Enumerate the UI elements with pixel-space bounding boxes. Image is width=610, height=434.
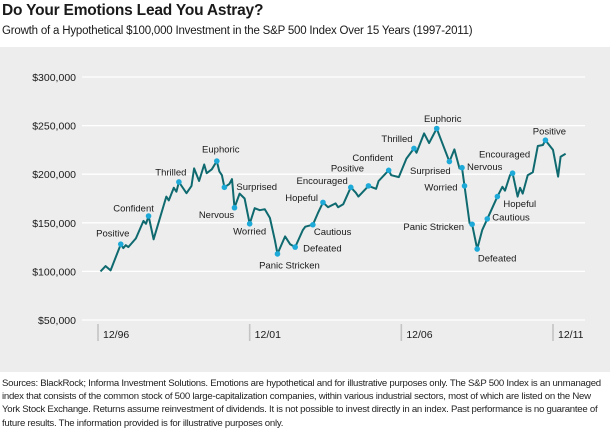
emotion-marker bbox=[145, 213, 152, 219]
emotion-label: Euphoric bbox=[424, 114, 462, 125]
emotion-label: Positive bbox=[331, 163, 364, 174]
x-tick-label: 12/11 bbox=[558, 329, 584, 341]
y-tick-label: $150,000 bbox=[32, 218, 76, 230]
emotion-label: Defeated bbox=[478, 254, 517, 265]
emotion-marker bbox=[292, 244, 298, 250]
chart-subtitle: Growth of a Hypothetical $100,000 Invest… bbox=[2, 25, 473, 37]
emotion-marker bbox=[274, 251, 281, 257]
emotion-label: Hopeful bbox=[503, 199, 536, 210]
emotion-marker bbox=[365, 183, 372, 189]
emotion-label: Nervous bbox=[199, 210, 235, 221]
emotion-label: Panic Stricken bbox=[259, 260, 320, 271]
x-tick-label: 12/01 bbox=[255, 329, 281, 341]
emotion-marker bbox=[221, 184, 228, 191]
emotion-marker bbox=[320, 199, 326, 206]
emotion-label: Worried bbox=[424, 182, 457, 193]
y-tick-label: $200,000 bbox=[32, 169, 76, 181]
emotion-marker bbox=[310, 221, 316, 228]
emotion-marker bbox=[459, 164, 465, 171]
emotion-label: Confident bbox=[113, 203, 154, 214]
y-tick-label: $50,000 bbox=[38, 315, 76, 327]
emotion-marker bbox=[461, 183, 468, 189]
emotion-label: Thrilled bbox=[155, 167, 186, 178]
emotion-label: Nervous bbox=[467, 162, 503, 173]
emotion-marker bbox=[117, 241, 124, 247]
emotion-label: Confident bbox=[352, 153, 393, 164]
emotion-label: Encouraged bbox=[479, 150, 530, 161]
emotion-marker bbox=[246, 220, 253, 227]
chart-panel bbox=[0, 47, 610, 372]
emotion-label: Positive bbox=[96, 229, 129, 240]
y-tick-label: $250,000 bbox=[32, 121, 76, 133]
emotion-marker bbox=[474, 246, 480, 252]
emotion-marker bbox=[214, 158, 220, 164]
emotion-label: Thrilled bbox=[381, 134, 412, 145]
emotion-marker bbox=[385, 167, 392, 174]
emotion-label: Panic Stricken bbox=[403, 222, 464, 233]
emotion-label: Positive bbox=[533, 127, 566, 138]
chart-title: Do Your Emotions Lead You Astray? bbox=[2, 2, 264, 19]
emotion-marker bbox=[484, 216, 491, 222]
emotion-label: Worried bbox=[233, 226, 266, 237]
emotion-marker bbox=[231, 204, 238, 211]
emotion-label: Surprised bbox=[410, 166, 451, 177]
emotion-label: Surprised bbox=[236, 182, 277, 193]
emotion-marker bbox=[509, 170, 516, 177]
emotion-label: Hopeful bbox=[285, 193, 318, 204]
emotion-label: Euphoric bbox=[202, 145, 240, 156]
source-notes: Sources: BlackRock; Informa Investment S… bbox=[2, 378, 601, 429]
emotion-label: Cautious bbox=[314, 227, 352, 238]
emotion-marker bbox=[542, 137, 549, 143]
emotion-marker bbox=[469, 221, 475, 228]
emotion-label: Encouraged bbox=[297, 176, 348, 187]
x-tick-label: 12/96 bbox=[103, 329, 129, 341]
y-tick-label: $300,000 bbox=[32, 72, 76, 84]
emotion-marker bbox=[446, 158, 453, 165]
emotion-marker bbox=[494, 193, 501, 200]
emotion-marker bbox=[176, 179, 182, 185]
y-tick-label: $100,000 bbox=[32, 266, 76, 278]
emotion-marker bbox=[411, 145, 417, 152]
emotion-label: Cautious bbox=[492, 212, 530, 223]
x-tick-label: 12/06 bbox=[406, 329, 432, 341]
emotion-marker bbox=[433, 125, 440, 132]
emotion-label: Defeated bbox=[303, 244, 342, 255]
emotion-marker bbox=[347, 184, 354, 191]
